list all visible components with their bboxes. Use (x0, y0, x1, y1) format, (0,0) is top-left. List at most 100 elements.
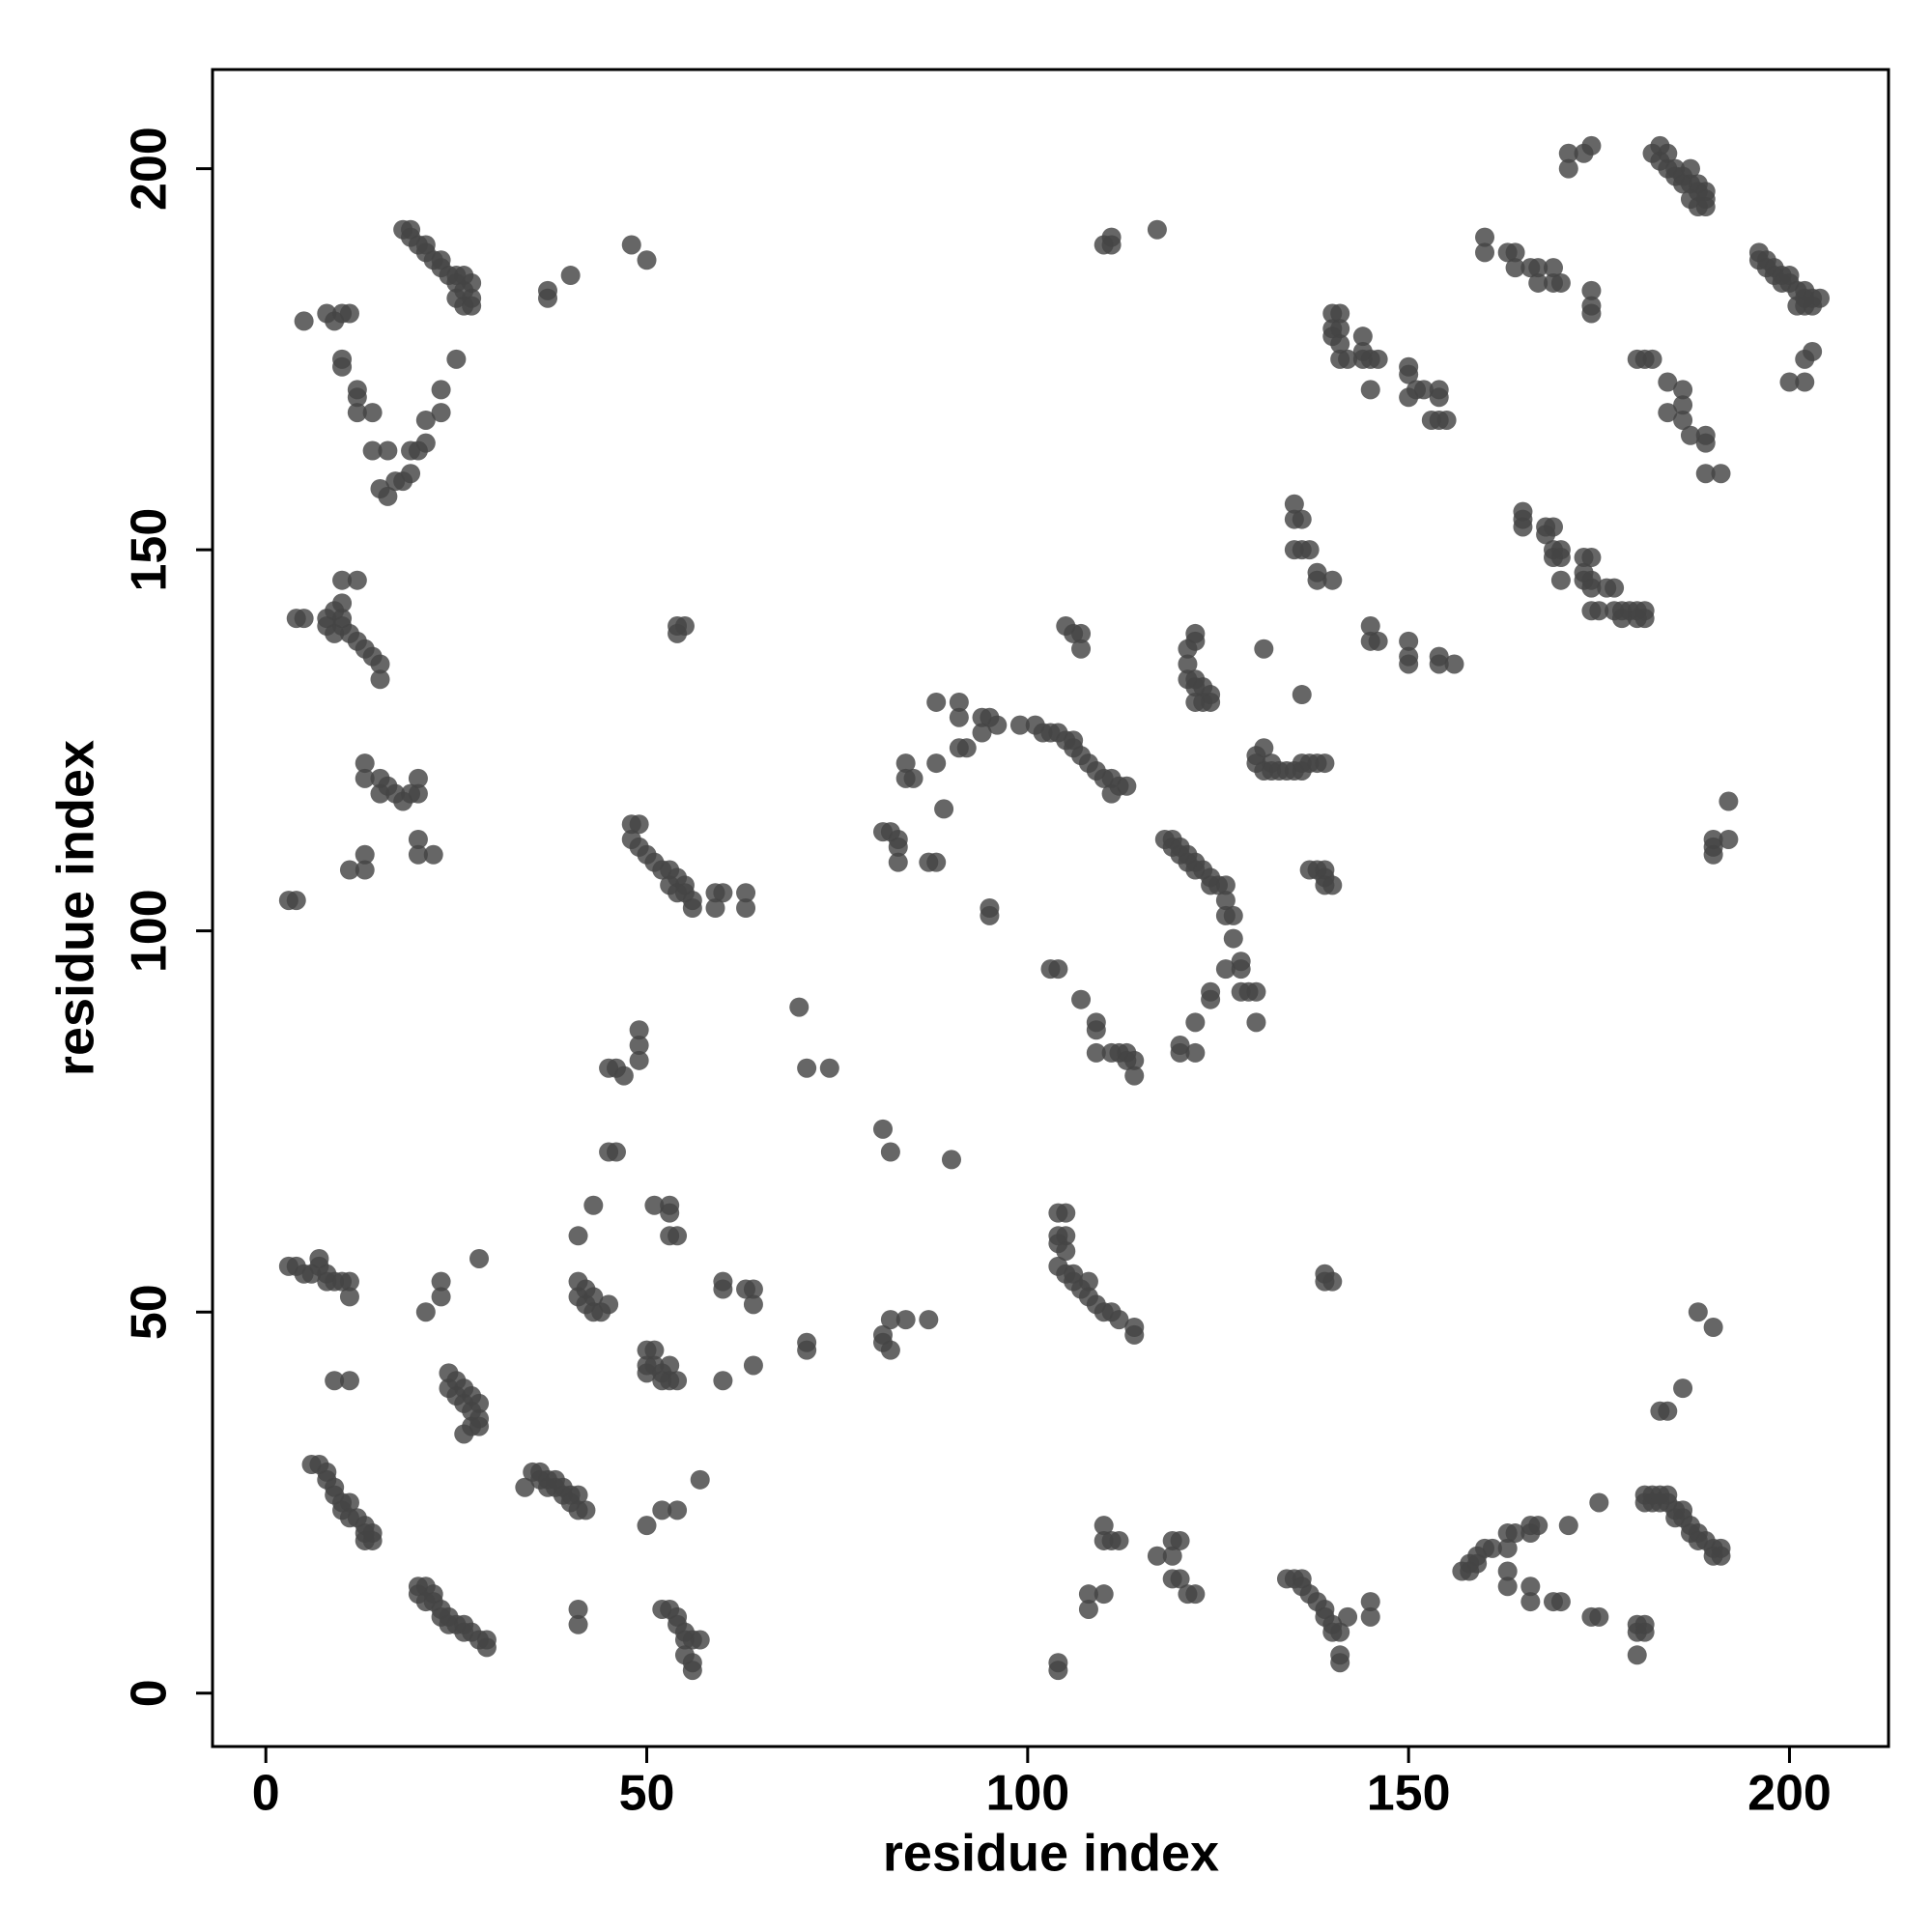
point (1658, 372, 1678, 392)
point (1558, 158, 1578, 179)
x-tick-label: 200 (1747, 1766, 1832, 1822)
point (1558, 1516, 1578, 1536)
point (1520, 1577, 1541, 1597)
point (668, 623, 688, 643)
point (415, 410, 436, 430)
point (682, 898, 702, 918)
point (423, 844, 443, 865)
point (1360, 616, 1380, 637)
point (880, 1310, 900, 1330)
point (629, 1036, 649, 1056)
point (1581, 570, 1602, 590)
point (1170, 1530, 1190, 1550)
point (1117, 776, 1137, 796)
point (469, 1416, 490, 1436)
y-axis-label: residue index (46, 740, 104, 1076)
point (987, 715, 1008, 735)
point (1254, 738, 1274, 758)
point (1338, 1606, 1358, 1627)
point (1254, 639, 1274, 659)
point (1436, 410, 1457, 430)
point (637, 250, 657, 270)
point (1071, 623, 1092, 643)
point (1673, 380, 1693, 400)
point (568, 1599, 588, 1619)
point (873, 1119, 893, 1139)
point (1634, 1614, 1655, 1634)
point (736, 883, 756, 903)
point (1680, 158, 1700, 179)
point (1544, 517, 1563, 537)
point (1101, 235, 1122, 255)
point (332, 356, 353, 377)
point (370, 669, 390, 690)
point (941, 1150, 961, 1170)
point (347, 570, 367, 590)
point (1071, 639, 1092, 659)
point (1505, 1523, 1525, 1544)
point (949, 692, 969, 712)
point (294, 311, 314, 331)
point (1246, 1012, 1266, 1033)
point (1795, 372, 1815, 392)
point (1109, 1530, 1129, 1550)
point (1360, 380, 1380, 400)
point (1413, 380, 1434, 400)
point (1078, 1599, 1098, 1619)
point (1170, 1042, 1190, 1063)
point (355, 753, 375, 774)
point (332, 570, 353, 590)
point (1429, 387, 1449, 408)
point (1695, 433, 1716, 453)
point (1078, 1271, 1098, 1292)
point (1581, 135, 1602, 156)
point (1201, 989, 1221, 1009)
point (713, 1371, 733, 1391)
point (1322, 1271, 1343, 1292)
point (1589, 1606, 1609, 1627)
point (919, 1310, 939, 1330)
point (1475, 227, 1495, 247)
point (1322, 875, 1343, 895)
point (1399, 364, 1419, 384)
point (888, 837, 908, 857)
point (1703, 1318, 1723, 1337)
point (713, 883, 733, 903)
point (873, 1324, 893, 1345)
point (1658, 403, 1678, 423)
point (1330, 334, 1350, 355)
point (462, 272, 482, 293)
point (347, 403, 367, 423)
point (1185, 1584, 1206, 1605)
point (362, 440, 383, 461)
point (1505, 242, 1525, 263)
point (1071, 989, 1092, 1009)
point (949, 707, 969, 727)
point (454, 1424, 474, 1444)
point (1078, 1584, 1098, 1605)
point (339, 1371, 359, 1391)
point (1124, 1050, 1145, 1070)
point (1009, 715, 1030, 735)
point (652, 1500, 672, 1520)
point (1528, 258, 1548, 278)
point (1505, 258, 1525, 278)
y-tick-label: 200 (122, 127, 178, 211)
point (1658, 143, 1678, 163)
point (743, 1355, 763, 1376)
point (1185, 1012, 1206, 1033)
point (980, 905, 1000, 925)
point (1360, 1592, 1380, 1612)
point (797, 1058, 817, 1078)
point (286, 891, 306, 911)
point (1497, 1538, 1518, 1558)
point (1688, 1302, 1708, 1322)
point (355, 844, 375, 865)
point (408, 783, 428, 804)
point (926, 692, 947, 712)
point (1497, 1561, 1518, 1581)
point (1322, 570, 1343, 590)
point (568, 1614, 588, 1634)
point (1719, 829, 1739, 849)
